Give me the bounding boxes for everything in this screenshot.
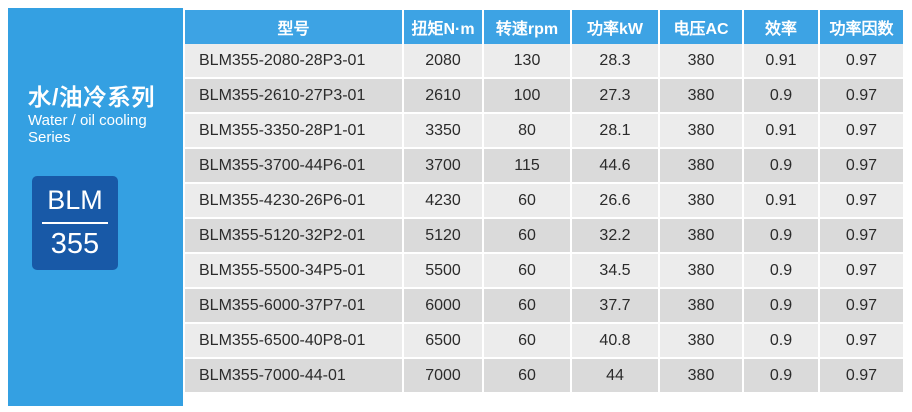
cell-efficiency: 0.9 [743,148,820,184]
series-title-en-line2: Series [28,129,71,146]
series-title-en: Water / oil cooling Series [28,112,147,146]
cell-efficiency: 0.9 [743,358,820,394]
cell-voltage: 380 [659,44,744,79]
cell-torque: 5500 [403,253,484,289]
cell-torque: 2610 [403,78,484,114]
header-power: 功率kW [571,10,660,44]
series-sidebar: 水/油冷系列 Water / oil cooling Series BLM 35… [8,8,183,406]
cell-speed: 60 [483,218,572,254]
cell-torque: 3350 [403,113,484,149]
table-body: BLM355-2080-28P3-01 2080 130 28.3 380 0.91 0.9… [185,44,903,394]
cell-speed: 60 [483,183,572,219]
table-row: BLM355-6000-37P7-01 6000 60 37.7 380 0.9 0.97 [185,288,903,324]
cell-model: BLM355-5500-34P5-01 [185,253,404,289]
cell-power-factor: 0.97 [819,148,903,184]
cell-power: 28.1 [571,113,660,149]
table-row: BLM355-5120-32P2-01 5120 60 32.2 380 0.9 0.97 [185,218,903,254]
header-speed: 转速rpm [483,10,572,44]
cell-voltage: 380 [659,288,744,324]
cell-speed: 130 [483,44,572,79]
cell-speed: 100 [483,78,572,114]
cell-speed: 60 [483,288,572,324]
cell-speed: 60 [483,323,572,359]
cell-model: BLM355-6500-40P8-01 [185,323,404,359]
header-model: 型号 [185,10,404,44]
cell-power: 37.7 [571,288,660,324]
cell-voltage: 380 [659,78,744,114]
cell-power: 26.6 [571,183,660,219]
header-efficiency: 效率 [743,10,820,44]
cell-power: 27.3 [571,78,660,114]
cell-power-factor: 0.97 [819,323,903,359]
header-power-factor: 功率因数 [819,10,903,44]
cell-efficiency: 0.9 [743,323,820,359]
cell-torque: 7000 [403,358,484,394]
cell-voltage: 380 [659,358,744,394]
cell-torque: 4230 [403,183,484,219]
table-row: BLM355-2080-28P3-01 2080 130 28.3 380 0.91 0.9… [185,44,903,79]
cell-speed: 60 [483,253,572,289]
cell-model: BLM355-3700-44P6-01 [185,148,404,184]
cell-power-factor: 0.97 [819,113,903,149]
cell-torque: 2080 [403,44,484,79]
cell-efficiency: 0.9 [743,253,820,289]
cell-speed: 115 [483,148,572,184]
cell-power: 44.6 [571,148,660,184]
cell-power-factor: 0.97 [819,218,903,254]
table-header-row: 型号 扭矩N·m 转速rpm 功率kW 电压AC 效率 功率因数 [185,10,903,44]
cell-efficiency: 0.91 [743,113,820,149]
table-row: BLM355-6500-40P8-01 6500 60 40.8 380 0.9 0.97 [185,323,903,359]
cell-speed: 60 [483,358,572,394]
cell-voltage: 380 [659,253,744,289]
cell-power-factor: 0.97 [819,78,903,114]
cell-model: BLM355-5120-32P2-01 [185,218,404,254]
cell-voltage: 380 [659,148,744,184]
cell-power: 44 [571,358,660,394]
cell-torque: 5120 [403,218,484,254]
badge-divider [42,222,108,224]
header-torque: 扭矩N·m [403,10,484,44]
cell-torque: 6500 [403,323,484,359]
cell-efficiency: 0.9 [743,218,820,254]
table-row: BLM355-4230-26P6-01 4230 60 26.6 380 0.91 0.97 [185,183,903,219]
cell-power-factor: 0.97 [819,44,903,79]
cell-efficiency: 0.9 [743,78,820,114]
table-row: BLM355-5500-34P5-01 5500 60 34.5 380 0.9 0.97 [185,253,903,289]
cell-voltage: 380 [659,323,744,359]
cell-voltage: 380 [659,183,744,219]
cell-efficiency: 0.9 [743,288,820,324]
table-row: BLM355-3700-44P6-01 3700 115 44.6 380 0.9 0.97 [185,148,903,184]
cell-power-factor: 0.97 [819,253,903,289]
cell-voltage: 380 [659,218,744,254]
cell-power: 32.2 [571,218,660,254]
cell-voltage: 380 [659,113,744,149]
series-title-en-line1: Water / oil cooling [28,112,147,129]
table-row: BLM355-3350-28P1-01 3350 80 28.1 380 0.91 0.97 [185,113,903,149]
cell-power: 28.3 [571,44,660,79]
cell-power-factor: 0.97 [819,358,903,394]
cell-model: BLM355-2080-28P3-01 [185,44,404,79]
cell-efficiency: 0.91 [743,183,820,219]
badge-series-name: BLM [47,185,103,215]
cell-efficiency: 0.91 [743,44,820,79]
badge-frame-size: 355 [50,228,100,260]
cell-power-factor: 0.97 [819,183,903,219]
cell-torque: 6000 [403,288,484,324]
cell-model: BLM355-6000-37P7-01 [185,288,404,324]
cell-model: BLM355-7000-44-01 [185,358,404,394]
model-badge: BLM 355 [32,176,118,270]
spec-table: 型号 扭矩N·m 转速rpm 功率kW 电压AC 效率 功率因数 BLM355-… [185,10,903,394]
cell-power: 40.8 [571,323,660,359]
header-voltage: 电压AC [659,10,744,44]
cell-model: BLM355-2610-27P3-01 [185,78,404,114]
cell-model: BLM355-4230-26P6-01 [185,183,404,219]
cell-torque: 3700 [403,148,484,184]
cell-power-factor: 0.97 [819,288,903,324]
table-row: BLM355-7000-44-01 7000 60 44 380 0.9 0.97 [185,358,903,394]
cell-speed: 80 [483,113,572,149]
series-title-cn: 水/油冷系列 [28,84,156,110]
table-row: BLM355-2610-27P3-01 2610 100 27.3 380 0.9 0.97 [185,78,903,114]
cell-model: BLM355-3350-28P1-01 [185,113,404,149]
cell-power: 34.5 [571,253,660,289]
